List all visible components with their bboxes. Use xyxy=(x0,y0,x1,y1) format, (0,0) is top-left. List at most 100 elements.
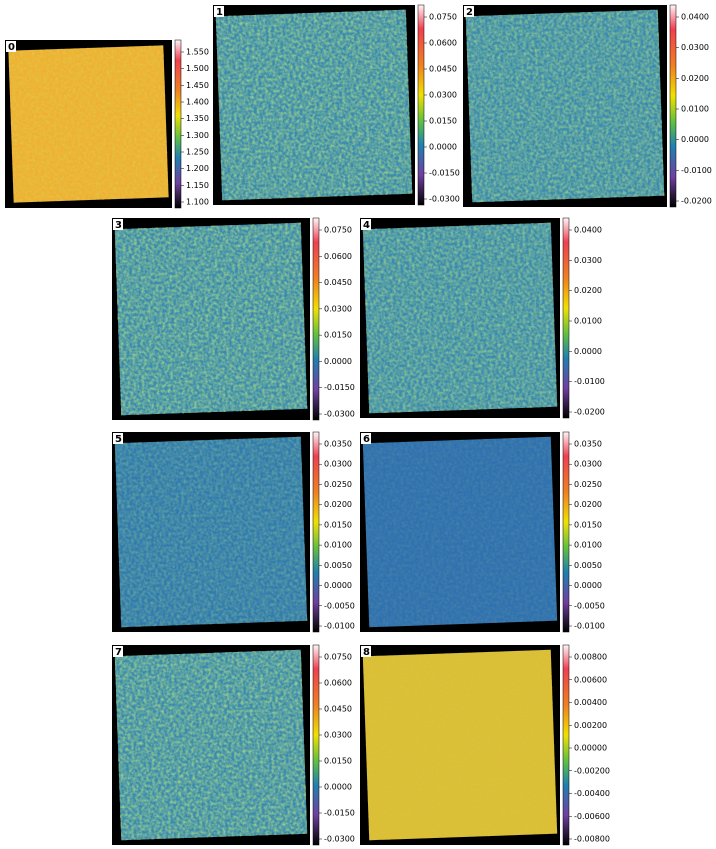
colorbar-tick-label: -0.00600 xyxy=(574,812,610,821)
colorbar-tick-label: -0.0300 xyxy=(429,195,460,204)
colorbar-tick-label: 0.0000 xyxy=(681,135,709,144)
colorbar-tick-label: -0.00800 xyxy=(574,835,610,844)
colorbar-tick-label: 0.0000 xyxy=(324,783,352,792)
colorbar xyxy=(312,431,320,633)
panel-label: 1 xyxy=(216,7,223,18)
colorbar-tick-label: 1.400 xyxy=(186,98,209,107)
colorbar-tick-label: 0.0450 xyxy=(324,278,352,287)
colorbar-tick-label: 0.0300 xyxy=(574,256,602,265)
colorbar-tick-label: 0.0000 xyxy=(574,347,602,356)
map-texture xyxy=(362,649,558,841)
colorbar-tick-label: -0.0050 xyxy=(574,601,605,610)
label-box xyxy=(361,433,371,444)
colorbar-tick-label: 0.0050 xyxy=(324,561,352,570)
colorbar-tick-label: 1.250 xyxy=(186,148,209,157)
map-texture xyxy=(465,9,665,203)
panel: 4 0.0400 0.0300 0.0200 0.0100 0.0000 -0.0100 -0… xyxy=(360,217,605,419)
colorbar-tick-label: 0.0450 xyxy=(429,65,457,74)
colorbar-tick-label: 0.0250 xyxy=(324,480,352,489)
panel: 1 0.0750 0.0600 0.0450 0.0300 0.0150 0.0000 -0.… xyxy=(213,4,460,206)
colorbar-tick-label: 1.300 xyxy=(186,131,209,140)
map-texture xyxy=(362,222,558,414)
colorbar-tick-label: 0.0750 xyxy=(324,653,352,662)
colorbar-tick-label: 0.0100 xyxy=(681,105,709,114)
colorbar-tick-label: -0.00200 xyxy=(574,766,610,775)
colorbar-tick-label: -0.0300 xyxy=(324,410,355,419)
colorbar-tick-label: 0.0150 xyxy=(574,520,602,529)
colorbar-tick-label: -0.00400 xyxy=(574,789,610,798)
map-texture xyxy=(8,45,169,203)
colorbar-tick-label: 0.0250 xyxy=(574,480,602,489)
colorbar-tick-label: 0.0600 xyxy=(324,679,352,688)
map-texture xyxy=(114,436,308,628)
colorbar-tick-label: 0.00600 xyxy=(574,675,607,684)
colorbar-tick-label: 0.0100 xyxy=(574,541,602,550)
colorbar-tick-label: 0.0200 xyxy=(681,74,709,83)
colorbar xyxy=(312,644,320,846)
colorbar xyxy=(174,39,182,209)
label-box xyxy=(6,41,16,52)
colorbar-tick-label: 0.00800 xyxy=(574,653,607,662)
colorbar-tick-label: 0.0600 xyxy=(429,39,457,48)
map-texture xyxy=(114,222,308,416)
label-box xyxy=(113,646,123,657)
colorbar-tick-label: 0.0450 xyxy=(324,705,352,714)
colorbar-tick-label: 0.0750 xyxy=(429,13,457,22)
colorbar-tick-label: 0.0000 xyxy=(429,143,457,152)
colorbar-tick-label: 0.0400 xyxy=(574,226,602,235)
colorbar-tick-label: 1.350 xyxy=(186,114,209,123)
colorbar-tick-label: 0.0350 xyxy=(324,440,352,449)
colorbar-tick-label: -0.0200 xyxy=(574,408,605,417)
colorbar-tick-label: 0.0050 xyxy=(574,561,602,570)
colorbar-tick-label: 0.0200 xyxy=(324,500,352,509)
panel: 3 0.0750 0.0600 0.0450 0.0300 0.0150 0.0000 -0.… xyxy=(112,217,355,421)
colorbar-tick-label: 0.00400 xyxy=(574,698,607,707)
colorbar-tick-label: 0.0300 xyxy=(324,460,352,469)
panel-label: 7 xyxy=(115,647,122,658)
panel: 6 0.0350 0.0300 0.0250 0.0200 0.0150 0.0100 0.0… xyxy=(360,431,605,633)
colorbar-tick-label: -0.0150 xyxy=(324,809,355,818)
label-box xyxy=(361,219,371,230)
colorbar-tick-label: 0.0300 xyxy=(681,43,709,52)
colorbar-tick-label: 0.0100 xyxy=(324,541,352,550)
colorbar-tick-label: 0.0750 xyxy=(324,226,352,235)
panel: 5 0.0350 0.0300 0.0250 0.0200 0.0150 0.0100 0.0… xyxy=(112,431,355,633)
colorbar xyxy=(669,4,677,208)
panel-label: 0 xyxy=(8,42,15,53)
colorbar-tick-label: 0.0300 xyxy=(324,304,352,313)
colorbar xyxy=(417,4,425,206)
colorbar-tick-label: 1.200 xyxy=(186,164,209,173)
colorbar xyxy=(562,644,570,846)
colorbar-tick-label: 0.0350 xyxy=(574,440,602,449)
colorbar-tick-label: 0.0000 xyxy=(324,357,352,366)
panel-label: 2 xyxy=(466,7,473,18)
colorbar-tick-label: 0.0150 xyxy=(324,757,352,766)
panel-label: 5 xyxy=(115,434,122,445)
colorbar-tick-label: 0.0000 xyxy=(324,581,352,590)
colorbar-tick-label: -0.0050 xyxy=(324,601,355,610)
colorbar-tick-label: 1.550 xyxy=(186,48,209,57)
colorbar-tick-label: 1.150 xyxy=(186,181,209,190)
colorbar-tick-label: -0.0100 xyxy=(681,166,712,175)
colorbar-tick-label: -0.0100 xyxy=(324,622,355,631)
map-texture xyxy=(114,649,308,841)
colorbar-tick-label: 0.0300 xyxy=(574,460,602,469)
colorbar-tick-label: -0.0150 xyxy=(429,169,460,178)
panel: 0 1.550 1.500 1.450 1.400 1.350 1.300 1.250 1.20… xyxy=(5,39,209,209)
label-box xyxy=(113,433,123,444)
colorbar-tick-label: 0.00000 xyxy=(574,744,607,753)
colorbar-tick-label: 1.450 xyxy=(186,81,209,90)
colorbar-tick-label: 0.0300 xyxy=(324,731,352,740)
panel: 8 0.00800 0.00600 0.00400 0.00200 0.00000 -0.0… xyxy=(360,644,610,846)
panel-label: 4 xyxy=(363,220,370,231)
colorbar-tick-label: 0.0200 xyxy=(574,500,602,509)
label-box xyxy=(361,646,371,657)
colorbar-tick-label: 1.100 xyxy=(186,198,209,207)
panel: 2 0.0400 0.0300 0.0200 0.0100 0.0000 -0.0100 -0… xyxy=(463,4,712,208)
colorbar-tick-label: 0.0100 xyxy=(574,317,602,326)
colorbar-tick-label: 0.0200 xyxy=(574,286,602,295)
colorbar-tick-label: -0.0150 xyxy=(324,383,355,392)
colorbar-tick-label: -0.0100 xyxy=(574,377,605,386)
colorbar-tick-label: 0.0600 xyxy=(324,252,352,261)
colorbar-tick-label: 0.0000 xyxy=(574,581,602,590)
